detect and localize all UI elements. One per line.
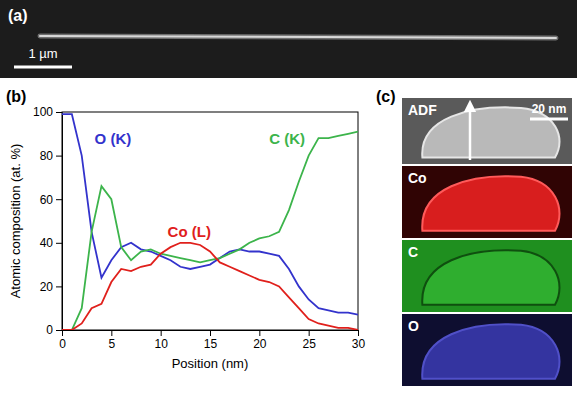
- panel-c: ADF Co C O 20 nm: [402, 98, 572, 386]
- series-label: Co (L): [168, 223, 211, 240]
- plot-lines: [62, 114, 358, 330]
- scale-bar-label: 20 nm: [532, 102, 567, 116]
- particle: [422, 324, 559, 379]
- y-axis-title: Atomic composition (at. %): [8, 144, 23, 299]
- x-tick: 5: [108, 330, 115, 351]
- x-tick-label: 20: [253, 337, 267, 351]
- x-tick: 10: [154, 330, 168, 351]
- x-axis-title: Position (nm): [172, 356, 249, 371]
- y-tick-mark: [56, 243, 62, 244]
- x-tick: 15: [204, 330, 218, 351]
- x-tick-mark: [309, 330, 310, 336]
- y-tick: 80: [40, 149, 62, 163]
- y-axis: 0 20 40 60 80 100: [33, 105, 63, 337]
- map-image: [402, 98, 572, 164]
- x-tick-label: 30: [352, 337, 366, 351]
- series-label: O (K): [95, 130, 132, 147]
- scale-bar: [530, 118, 568, 121]
- map-label: C: [408, 244, 418, 260]
- x-tick: 20: [253, 330, 267, 351]
- series-line: [62, 132, 358, 330]
- y-tick-mark: [56, 112, 62, 113]
- x-tick-mark: [62, 330, 63, 336]
- figure: (a) 1 µm (b) 0 5 10 15 20 25 30 0 20 40 60 80 100 Positi…: [0, 0, 577, 400]
- x-tick-mark: [259, 330, 260, 336]
- x-tick-label: 10: [154, 337, 168, 351]
- x-axis: 0 5 10 15 20 25 30: [59, 330, 365, 351]
- profile-arrow: [469, 106, 472, 160]
- y-tick-mark: [56, 286, 62, 287]
- nanowire: [40, 36, 556, 38]
- y-tick: 0: [46, 323, 62, 337]
- plot-frame: [62, 112, 358, 330]
- sem-image: [0, 0, 577, 78]
- y-tick-mark: [56, 199, 62, 200]
- y-tick-label: 40: [40, 236, 54, 250]
- map-label: O: [408, 318, 419, 334]
- panel-label: (c): [376, 88, 396, 105]
- x-tick-label: 25: [302, 337, 316, 351]
- y-tick-label: 80: [40, 149, 54, 163]
- x-tick-mark: [358, 330, 359, 336]
- x-tick: 30: [352, 330, 366, 351]
- y-tick: 40: [40, 236, 62, 250]
- particle: [422, 250, 559, 305]
- series-label: C (K): [269, 130, 305, 147]
- scale-bar: [14, 66, 72, 69]
- map-image: [402, 314, 572, 386]
- panel-label: (a): [8, 7, 28, 24]
- map-label: ADF: [408, 102, 437, 118]
- x-tick: 0: [59, 330, 66, 351]
- series-line: [62, 114, 358, 315]
- x-tick-mark: [111, 330, 112, 336]
- y-tick: 60: [40, 193, 62, 207]
- x-tick-label: 15: [204, 337, 218, 351]
- x-tick-mark: [161, 330, 162, 336]
- series-line: [62, 243, 358, 330]
- y-tick-mark: [56, 156, 62, 157]
- panel-a: (a) 1 µm: [0, 0, 577, 78]
- y-tick-label: 100: [33, 105, 53, 119]
- map-image: [402, 166, 572, 238]
- x-tick-label: 0: [59, 337, 66, 351]
- y-tick-label: 20: [40, 280, 54, 294]
- panel-label: (b): [6, 88, 26, 105]
- y-tick-label: 0: [46, 323, 53, 337]
- scale-bar-label: 1 µm: [28, 46, 57, 61]
- map-label: Co: [408, 170, 427, 186]
- x-tick-label: 5: [108, 337, 115, 351]
- y-tick: 20: [40, 280, 62, 294]
- y-tick: 100: [33, 105, 62, 119]
- y-axis-line: [62, 113, 63, 331]
- y-tick-label: 60: [40, 193, 54, 207]
- y-tick-mark: [56, 330, 62, 331]
- particle: [422, 176, 559, 231]
- x-tick-mark: [210, 330, 211, 336]
- x-tick: 25: [302, 330, 316, 351]
- nanowire-glow: [40, 36, 556, 38]
- map-image: [402, 240, 572, 312]
